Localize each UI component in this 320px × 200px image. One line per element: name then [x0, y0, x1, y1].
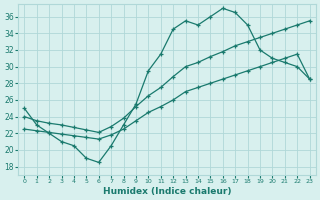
- X-axis label: Humidex (Indice chaleur): Humidex (Indice chaleur): [103, 187, 231, 196]
